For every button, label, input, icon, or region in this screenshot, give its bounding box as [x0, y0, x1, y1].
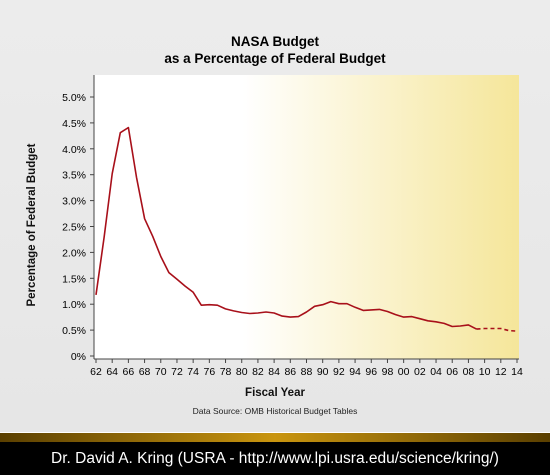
x-tick-label: 02 [414, 366, 426, 378]
y-axis-label: Percentage of Federal Budget [26, 143, 38, 307]
y-tick-label: 3.0% [62, 196, 86, 208]
plot-area [94, 75, 519, 359]
y-tick-label: 2.0% [62, 247, 86, 259]
y-tick-label: 5.0% [62, 92, 86, 104]
y-tick-label: 1.5% [62, 273, 86, 285]
x-tick-label: 78 [220, 366, 232, 378]
x-tick-label: 04 [430, 366, 442, 378]
x-tick-label: 84 [268, 366, 280, 378]
x-tick-label: 96 [365, 366, 377, 378]
footer-credit: Dr. David A. Kring (USRA - http://www.lp… [0, 442, 550, 475]
y-tick-label: 0.5% [62, 325, 86, 337]
x-tick-label: 62 [90, 366, 102, 378]
x-tick-label: 10 [479, 366, 491, 378]
x-tick-label: 12 [495, 366, 507, 378]
series-lines [95, 126, 518, 332]
x-tick-label: 66 [123, 366, 135, 378]
x-tick-label: 70 [155, 366, 167, 378]
y-tick-label: 4.0% [62, 144, 86, 156]
x-tick-label: 14 [511, 366, 523, 378]
x-tick-label: 86 [284, 366, 296, 378]
x-tick-label: 80 [236, 366, 248, 378]
x-tick-label: 06 [446, 366, 458, 378]
x-tick-label: 00 [398, 366, 410, 378]
y-axis-ticks: 0% 0.5% 1.0% 1.5% 2.0% 2.5% 3.0% 3.5% 4.0% 4.5% 5.… [62, 92, 94, 363]
x-tick-label: 64 [106, 366, 118, 378]
x-tick-label: 94 [349, 366, 361, 378]
x-axis-ticks: 62 64 66 68 70 72 74 76 78 80 82 84 86 88 90 92 94 96 98 00… [90, 359, 523, 378]
y-tick-label: 0% [71, 351, 86, 363]
y-tick-label: 1.0% [62, 299, 86, 311]
x-tick-label: 82 [252, 366, 264, 378]
y-tick-label: 2.5% [62, 222, 86, 234]
budget-line [95, 126, 477, 330]
x-tick-label: 98 [382, 366, 394, 378]
x-tick-label: 90 [317, 366, 329, 378]
x-tick-label: 88 [301, 366, 313, 378]
x-tick-label: 92 [333, 366, 345, 378]
chart-title: NASA Budget [231, 34, 319, 49]
x-tick-label: 72 [171, 366, 183, 378]
data-source-note: Data Source: OMB Historical Budget Table… [192, 406, 358, 416]
y-tick-label: 4.5% [62, 118, 86, 130]
chart-subtitle: as a Percentage of Federal Budget [164, 51, 386, 66]
x-tick-label: 74 [187, 366, 199, 378]
x-tick-label: 68 [139, 366, 151, 378]
x-tick-label: 76 [204, 366, 216, 378]
gold-divider [0, 433, 550, 442]
y-tick-label: 3.5% [62, 170, 86, 182]
chart-plot: 0% 0.5% 1.0% 1.5% 2.0% 2.5% 3.0% 3.5% 4.0% 4.5% 5.… [62, 75, 523, 378]
x-tick-label: 08 [463, 366, 475, 378]
x-axis-label: Fiscal Year [245, 387, 305, 399]
